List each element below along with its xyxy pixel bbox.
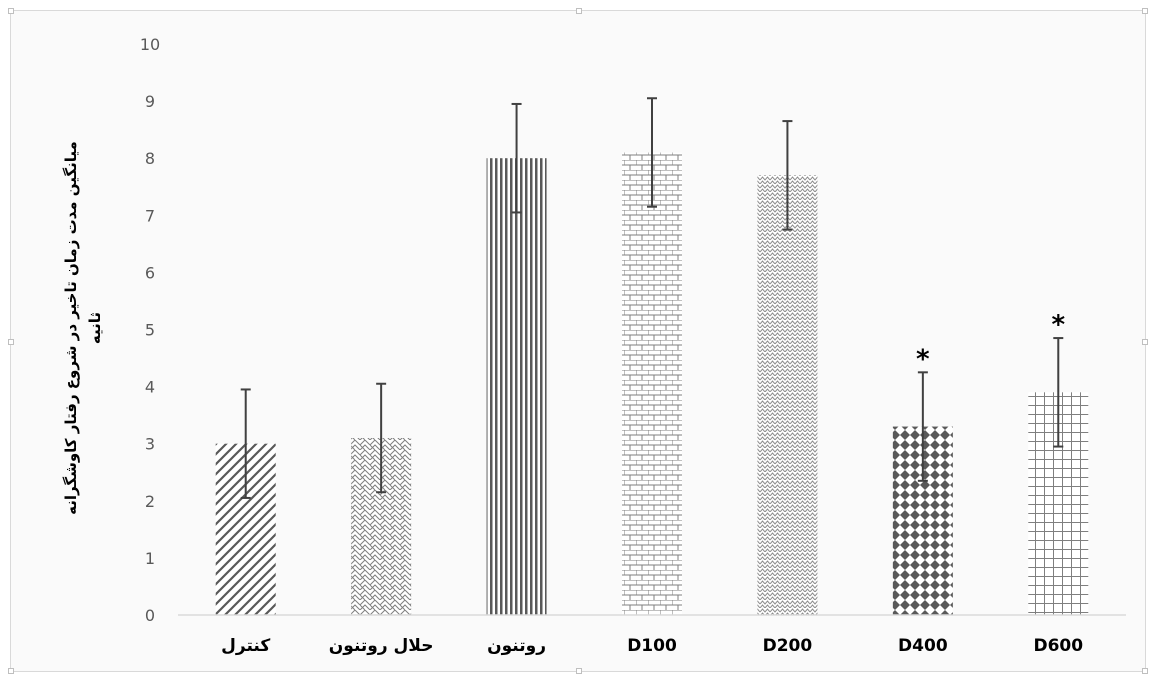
significance-marker-7: * [1051, 310, 1065, 340]
y-tick-label-10: 10 [140, 35, 160, 54]
resize-handle-middle-right[interactable] [1142, 339, 1148, 345]
y-tick-label-0: 0 [145, 606, 155, 625]
bar-3 [486, 158, 547, 615]
x-tick-label-6: D400 [898, 636, 948, 656]
y-tick-label-7: 7 [145, 206, 155, 225]
y-tick-label-1: 1 [145, 549, 155, 568]
y-tick-label-5: 5 [145, 321, 155, 340]
x-tick-label-1: کنترل [221, 636, 270, 656]
y-tick-label-6: 6 [145, 263, 155, 282]
bars [215, 152, 1089, 616]
resize-handle-bottom-center[interactable] [576, 668, 582, 674]
x-tick-label-2: حلال روتنون [329, 636, 434, 656]
x-tick-label-5: D200 [763, 636, 813, 656]
resize-handle-bottom-left[interactable] [8, 668, 14, 674]
y-axis-title-line-1: میانگین مدت زمان تاخیر در شروع رفتار کاو… [62, 141, 80, 515]
error-bars [240, 97, 1064, 499]
resize-handle-top-right[interactable] [1142, 8, 1148, 14]
y-tick-label-4: 4 [145, 378, 155, 397]
y-tick-label-2: 2 [145, 492, 155, 511]
resize-handle-bottom-right[interactable] [1142, 668, 1148, 674]
x-tick-label-3: روتنون [487, 636, 546, 656]
y-axis-ticks: 0 1 2 3 4 5 6 7 8 9 10 [140, 35, 160, 625]
x-axis-categories: کنترل حلال روتنون روتنون D100 D200 D400 D600 [221, 636, 1083, 656]
x-tick-label-7: D600 [1033, 636, 1083, 656]
bar-5 [757, 175, 818, 615]
significance-marker-6: * [916, 344, 930, 374]
y-tick-label-3: 3 [145, 435, 155, 454]
y-axis-title-line-2: ثانیه [86, 312, 104, 344]
chart-frame [8, 8, 1148, 674]
resize-handle-top-left[interactable] [8, 8, 14, 14]
y-axis-title: میانگین مدت زمان تاخیر در شروع رفتار کاو… [62, 141, 104, 515]
resize-handle-middle-left[interactable] [8, 339, 14, 345]
y-tick-label-9: 9 [145, 92, 155, 111]
y-tick-label-8: 8 [145, 149, 155, 168]
significance-markers: ** [916, 310, 1065, 374]
bar-4 [622, 152, 682, 616]
resize-handle-top-center[interactable] [576, 8, 582, 14]
x-tick-label-4: D100 [627, 636, 677, 656]
